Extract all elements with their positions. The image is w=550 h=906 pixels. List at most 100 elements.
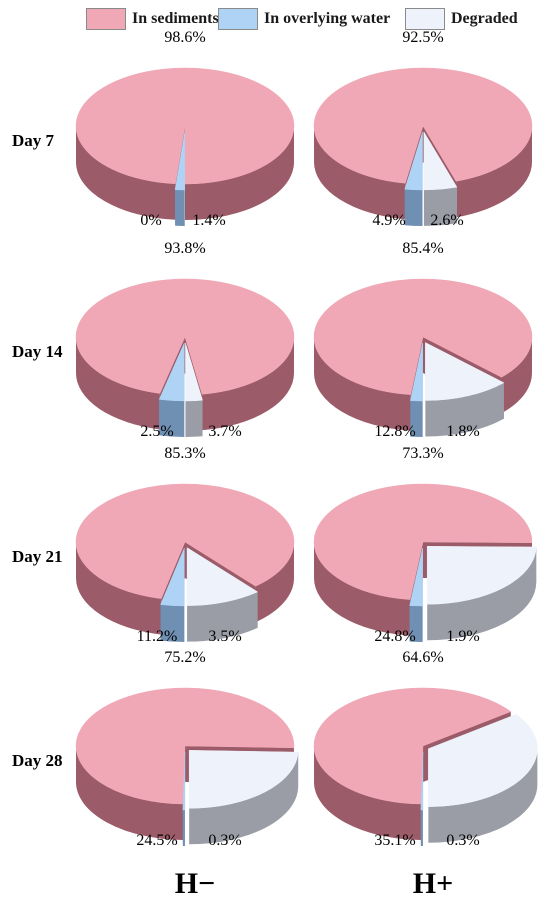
legend-item-sediments: In sediments [86, 8, 219, 30]
data-label-overlying-water: 2.6% [430, 212, 463, 229]
slice-top-degraded [428, 714, 538, 807]
slice-top-overlying-water [409, 547, 423, 607]
data-label-sediments: 85.3% [164, 445, 205, 462]
pie-chart [75, 67, 295, 226]
row-label-day-21: Day 21 [12, 547, 63, 566]
slice-wall-degraded [189, 752, 299, 845]
legend: In sediments In overlying water Degraded [0, 0, 550, 40]
pie-slice-sediments [75, 483, 295, 635]
pie-slice-overlying-water [174, 131, 185, 226]
slice-top-overlying-water [404, 131, 423, 191]
pie-slice-degraded [425, 342, 505, 437]
pie-slice-overlying-water [158, 342, 185, 437]
column-label-h-minus: H− [175, 867, 215, 900]
row-label-day-14: Day 14 [12, 342, 63, 361]
pie-chart [313, 687, 538, 846]
pie-slice-overlying-water [420, 751, 424, 846]
slice-wall-sediments [314, 126, 406, 220]
data-label-degraded: 0% [140, 212, 161, 229]
pie-chart [313, 483, 537, 642]
pie-chart [313, 67, 533, 226]
row-label-day-28: Day 28 [12, 751, 63, 770]
slice-wall-degraded [425, 382, 504, 437]
slice-wall-sediments [501, 337, 532, 414]
slice-wall-overlying-water [175, 189, 185, 226]
pie-chart [75, 278, 295, 437]
pie-slice-degraded [185, 342, 203, 437]
slice-top-degraded [425, 342, 505, 401]
data-label-overlying-water: 0.3% [446, 832, 479, 849]
slice-top-sediments [75, 67, 295, 185]
legend-item-overlying-water: In overlying water [218, 8, 390, 30]
pie-chart [313, 278, 533, 437]
slice-wall-degraded [428, 748, 538, 843]
pie-chart [75, 483, 295, 642]
slice-wall-overlying-water [182, 809, 185, 846]
slice-top-degraded [186, 547, 259, 606]
slice-top-sediments [313, 67, 533, 184]
data-label-sediments: 93.8% [164, 240, 205, 257]
data-label-overlying-water: 1.8% [446, 423, 479, 440]
slice-top-sediments [75, 278, 295, 395]
legend-swatch-degraded [405, 8, 445, 30]
slice-wall-degraded [427, 546, 537, 641]
slice-top-sediments [313, 687, 512, 805]
slice-top-degraded [188, 750, 299, 809]
data-label-overlying-water: 1.4% [192, 212, 225, 229]
slice-wall-sediments [314, 542, 411, 636]
data-label-degraded: 35.1% [374, 832, 415, 849]
legend-swatch-sediments [86, 8, 126, 30]
slice-top-degraded [185, 342, 203, 402]
data-label-degraded: 2.5% [140, 423, 173, 440]
slice-wall-sediments [76, 542, 162, 635]
slice-wall-degraded [187, 591, 258, 642]
slice-wall-sediments [314, 337, 411, 431]
pie-slice-overlying-water [160, 547, 185, 642]
data-label-degraded: 11.2% [137, 628, 178, 645]
pie-slice-degraded [423, 131, 458, 226]
slice-top-degraded [426, 546, 537, 605]
legend-label-degraded: Degraded [451, 10, 518, 27]
slice-wall-degraded [185, 400, 203, 437]
slice-wall-sediments [456, 126, 532, 218]
slice-wall-sediments [314, 746, 421, 840]
slice-wall-sediments [185, 126, 294, 220]
slice-wall-overlying-water [159, 399, 185, 437]
slice-wall-overlying-water [160, 604, 185, 642]
pie-slice-overlying-water [409, 547, 423, 642]
slice-wall-degraded [423, 187, 457, 226]
slice-wall-sediments [76, 746, 183, 840]
slice-wall-overlying-water [409, 605, 423, 642]
slice-top-overlying-water [160, 547, 185, 607]
slice-top-overlying-water [420, 751, 424, 811]
slice-wall-sediments [76, 337, 160, 430]
slice-top-sediments [313, 483, 533, 600]
slice-top-overlying-water [174, 131, 185, 191]
slice-top-overlying-water [158, 342, 185, 402]
data-label-sediments: 92.5% [402, 29, 443, 46]
legend-swatch-overlying-water [218, 8, 258, 30]
data-label-overlying-water: 1.9% [446, 628, 479, 645]
data-label-overlying-water: 0.3% [208, 832, 241, 849]
slice-wall-sediments [255, 542, 294, 623]
pie-slice-sediments [75, 278, 295, 431]
column-label-h-plus: H+ [413, 867, 453, 900]
pie-slice-degraded [428, 714, 538, 843]
slice-top-sediments [313, 278, 533, 395]
legend-label-sediments: In sediments [132, 10, 219, 27]
data-label-sediments: 98.6% [164, 29, 205, 46]
data-label-sediments: 73.3% [402, 445, 443, 462]
data-label-degraded: 24.8% [374, 628, 415, 645]
pie-slice-sediments [313, 67, 533, 220]
slice-top-degraded [423, 131, 458, 191]
data-label-overlying-water: 3.5% [208, 628, 241, 645]
pie-slice-degraded [188, 750, 299, 845]
slice-top-overlying-water [410, 342, 423, 402]
pie-chart [75, 687, 299, 846]
data-label-sediments: 85.4% [402, 240, 443, 257]
data-label-degraded: 4.9% [372, 212, 405, 229]
slice-wall-sediments [76, 126, 176, 220]
pie-group: 98.6% 1.4% 0% 92.5% 2.6% 4.9% 93.8% 3.7% 2.5% 85.… [75, 29, 538, 849]
pie-slice-overlying-water [404, 131, 423, 226]
